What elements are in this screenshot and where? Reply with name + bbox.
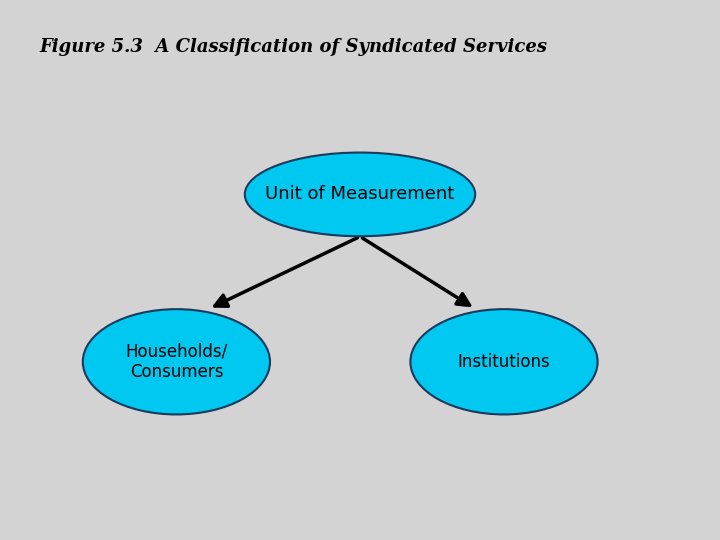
Ellipse shape — [83, 309, 270, 415]
Ellipse shape — [245, 152, 475, 237]
Text: Figure 5.3  A Classification of Syndicated Services: Figure 5.3 A Classification of Syndicate… — [40, 38, 548, 56]
Text: Institutions: Institutions — [458, 353, 550, 371]
Text: Unit of Measurement: Unit of Measurement — [266, 185, 454, 204]
Text: Households/
Consumers: Households/ Consumers — [125, 342, 228, 381]
Ellipse shape — [410, 309, 598, 415]
